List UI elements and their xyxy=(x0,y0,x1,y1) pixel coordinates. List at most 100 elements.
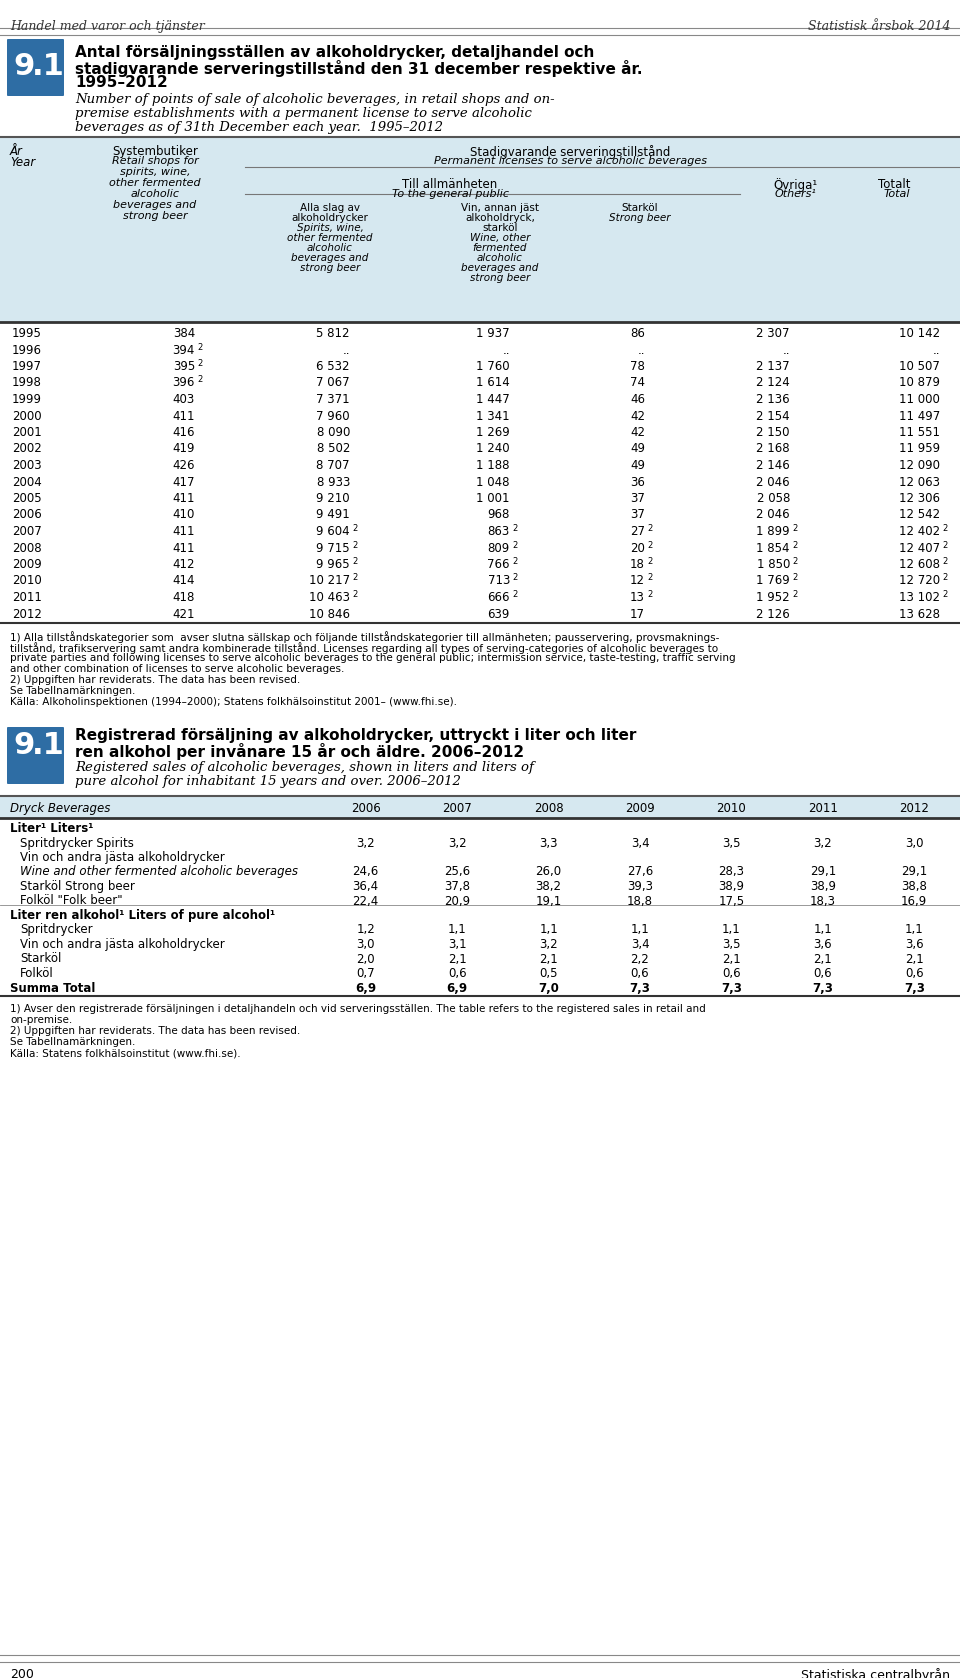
Text: and other combination of licenses to serve alcoholic beverages.: and other combination of licenses to ser… xyxy=(10,664,345,675)
Text: 7,3: 7,3 xyxy=(904,982,924,995)
Text: 2 046: 2 046 xyxy=(756,475,790,488)
Text: 414: 414 xyxy=(173,574,195,587)
Text: 12 306: 12 306 xyxy=(899,492,940,505)
Text: 2: 2 xyxy=(647,591,652,599)
Text: 39,3: 39,3 xyxy=(627,879,653,893)
Text: beverages as of 31th December each year.  1995–2012: beverages as of 31th December each year.… xyxy=(75,121,443,134)
Text: other fermented: other fermented xyxy=(109,178,201,188)
Text: ..: .. xyxy=(343,344,350,356)
Text: 1 188: 1 188 xyxy=(476,460,510,472)
Text: 26,0: 26,0 xyxy=(536,866,562,879)
Text: Number of points of sale of alcoholic beverages, in retail shops and on-: Number of points of sale of alcoholic be… xyxy=(75,92,555,106)
Text: 10 463: 10 463 xyxy=(309,591,350,604)
Text: Strong beer: Strong beer xyxy=(610,213,671,223)
Text: 38,2: 38,2 xyxy=(536,879,562,893)
Text: 9 210: 9 210 xyxy=(317,492,350,505)
Text: Liter ren alkohol¹ Liters of pure alcohol¹: Liter ren alkohol¹ Liters of pure alcoho… xyxy=(10,909,276,921)
Text: 412: 412 xyxy=(173,559,195,571)
Text: 2010: 2010 xyxy=(12,574,41,587)
Text: Folköl "Folk beer": Folköl "Folk beer" xyxy=(20,894,123,908)
Text: 2 046: 2 046 xyxy=(756,508,790,522)
Text: 418: 418 xyxy=(173,591,195,604)
Text: 74: 74 xyxy=(630,376,645,389)
Text: Källa: Alkoholinspektionen (1994–2000); Statens folkhälsoinstitut 2001– (www.fhi: Källa: Alkoholinspektionen (1994–2000); … xyxy=(10,696,457,706)
Text: 0,6: 0,6 xyxy=(722,967,741,980)
Text: 36,4: 36,4 xyxy=(352,879,379,893)
Text: 0,6: 0,6 xyxy=(631,967,649,980)
Text: other fermented: other fermented xyxy=(287,233,372,243)
Text: 2 126: 2 126 xyxy=(756,607,790,621)
Text: Dryck Beverages: Dryck Beverages xyxy=(10,802,110,816)
Text: 7 371: 7 371 xyxy=(317,393,350,406)
Text: 0,5: 0,5 xyxy=(540,967,558,980)
Text: Totalt: Totalt xyxy=(877,178,910,191)
Text: 3,1: 3,1 xyxy=(447,938,467,951)
Text: 10 846: 10 846 xyxy=(309,607,350,621)
Text: fermented: fermented xyxy=(472,243,527,253)
Text: 38,9: 38,9 xyxy=(810,879,836,893)
Text: 2,1: 2,1 xyxy=(722,953,741,965)
Text: 2012: 2012 xyxy=(900,802,929,816)
Text: 1,1: 1,1 xyxy=(447,923,467,936)
Text: Starköl Strong beer: Starköl Strong beer xyxy=(20,879,134,893)
Text: 46: 46 xyxy=(630,393,645,406)
Text: 6 532: 6 532 xyxy=(317,361,350,373)
Text: 395: 395 xyxy=(173,361,195,373)
Text: 2009: 2009 xyxy=(625,802,655,816)
Text: 2,1: 2,1 xyxy=(447,953,467,965)
Text: 2: 2 xyxy=(792,574,797,582)
Text: 200: 200 xyxy=(10,1668,34,1678)
Text: 8 933: 8 933 xyxy=(317,475,350,488)
Text: 2: 2 xyxy=(647,574,652,582)
Text: Statistisk årsbok 2014: Statistisk årsbok 2014 xyxy=(807,20,950,34)
Text: 16,9: 16,9 xyxy=(901,894,927,908)
Text: 12 720: 12 720 xyxy=(899,574,940,587)
Text: Spritdrycker Spirits: Spritdrycker Spirits xyxy=(20,837,133,849)
Text: 411: 411 xyxy=(173,409,195,423)
Text: 2008: 2008 xyxy=(534,802,564,816)
Text: 2 146: 2 146 xyxy=(756,460,790,472)
Text: ..: .. xyxy=(637,344,645,356)
Text: Alla slag av: Alla slag av xyxy=(300,203,360,213)
Text: Wine and other fermented alcoholic beverages: Wine and other fermented alcoholic bever… xyxy=(20,866,298,879)
Text: premise establishments with a permanent license to serve alcoholic: premise establishments with a permanent … xyxy=(75,107,532,121)
Text: 426: 426 xyxy=(173,460,195,472)
Text: 38,8: 38,8 xyxy=(901,879,927,893)
Text: Vin och andra jästa alkoholdrycker: Vin och andra jästa alkoholdrycker xyxy=(20,938,225,951)
Text: 9 715: 9 715 xyxy=(317,542,350,554)
Text: 1 614: 1 614 xyxy=(476,376,510,389)
Text: Retail shops for: Retail shops for xyxy=(111,156,199,166)
Text: .17: .17 xyxy=(32,732,86,760)
Text: 10 879: 10 879 xyxy=(899,376,940,389)
Text: Wine, other: Wine, other xyxy=(469,233,530,243)
Text: 22,4: 22,4 xyxy=(352,894,379,908)
Text: 13 628: 13 628 xyxy=(899,607,940,621)
Text: tillstånd, trafikservering samt andra kombinerade tillstånd. Licenses regarding : tillstånd, trafikservering samt andra ko… xyxy=(10,643,718,654)
Text: 12 608: 12 608 xyxy=(899,559,940,571)
Text: 3,2: 3,2 xyxy=(813,837,832,849)
Text: 666: 666 xyxy=(488,591,510,604)
Text: 42: 42 xyxy=(630,409,645,423)
Text: 2) Uppgiften har reviderats. The data has been revised.: 2) Uppgiften har reviderats. The data ha… xyxy=(10,1025,300,1035)
Text: 1 001: 1 001 xyxy=(476,492,510,505)
Text: 639: 639 xyxy=(488,607,510,621)
Text: 1998: 1998 xyxy=(12,376,42,389)
Text: ren alkohol per invånare 15 år och äldre. 2006–2012: ren alkohol per invånare 15 år och äldre… xyxy=(75,743,524,760)
Text: alkoholdryck,: alkoholdryck, xyxy=(465,213,535,223)
Text: 2: 2 xyxy=(512,591,517,599)
Text: 1 854: 1 854 xyxy=(756,542,790,554)
Text: 1,2: 1,2 xyxy=(356,923,375,936)
Text: 12 542: 12 542 xyxy=(899,508,940,522)
Text: 2: 2 xyxy=(197,376,203,384)
Text: 2003: 2003 xyxy=(12,460,41,472)
Text: 2,0: 2,0 xyxy=(356,953,375,965)
Text: beverages and: beverages and xyxy=(113,200,197,210)
Text: 13 102: 13 102 xyxy=(899,591,940,604)
Text: 11 551: 11 551 xyxy=(899,426,940,440)
Text: 3,6: 3,6 xyxy=(813,938,832,951)
Text: 6,9: 6,9 xyxy=(355,982,376,995)
Text: 410: 410 xyxy=(173,508,195,522)
Text: 1999: 1999 xyxy=(12,393,42,406)
Text: 36: 36 xyxy=(630,475,645,488)
Text: 12 407: 12 407 xyxy=(899,542,940,554)
